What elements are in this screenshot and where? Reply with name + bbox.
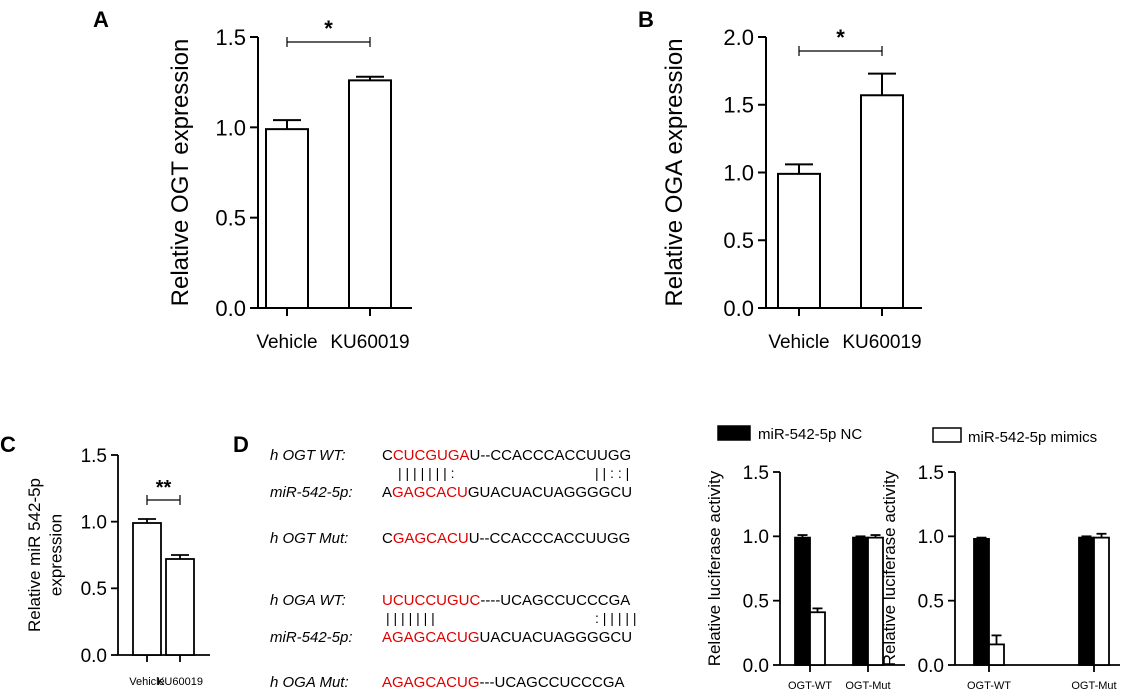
x-tick-label: OGT-Mut xyxy=(1071,680,1116,690)
significance-marker: * xyxy=(324,16,333,41)
seq-oga-mut-rest: ---UCAGCCUCCCGA xyxy=(480,674,625,690)
seq-label-mir-2: miR-542-5p: xyxy=(270,629,353,646)
y-axis-label: Relative luciferase activity xyxy=(880,470,899,666)
y-tick-label: 0.5 xyxy=(723,228,754,253)
y-tick-label: 1.5 xyxy=(743,463,769,484)
y-tick-label: 1.5 xyxy=(81,446,107,467)
seq-oga-wt-rest: ----UCAGCCUCCCGA xyxy=(480,592,630,609)
bar xyxy=(973,538,990,666)
seq-ogt-wt: CCUCGUGAU--CCACCCACCUUGG xyxy=(382,447,631,464)
seq-label-oga-mut: h OGA Mut: xyxy=(270,674,349,690)
seq-mir-1-pre: A xyxy=(382,484,392,501)
legend-label-nc: miR-542-5p NC xyxy=(758,426,862,443)
seq-ogt-mut-pre: C xyxy=(382,530,393,547)
y-tick-label: 0.5 xyxy=(81,579,107,600)
x-tick-label: Vehicle xyxy=(129,676,164,688)
x-tick-label: KU60019 xyxy=(157,676,203,688)
y-tick-label: 1.5 xyxy=(723,93,754,118)
bar xyxy=(852,536,869,666)
bar xyxy=(988,643,1005,666)
significance-marker: ** xyxy=(156,477,172,499)
seq-label-oga-wt: h OGA WT: xyxy=(270,592,346,609)
seq-oga-pairs-1: | | | | | | | xyxy=(386,610,435,626)
seq-mir-1: AGAGCACUGUACUACUAGGGGCU xyxy=(382,484,632,501)
seq-ogt-mut-seed: GAGCACU xyxy=(393,530,469,547)
x-tick-label: Vehicle xyxy=(256,332,317,353)
bar xyxy=(265,128,309,309)
seq-label-ogt-wt: h OGT WT: xyxy=(270,447,346,464)
x-tick-label: OGT-WT xyxy=(788,680,832,690)
bar xyxy=(777,172,821,309)
panel-letter-b: B xyxy=(638,7,654,32)
y-tick-label: 1.5 xyxy=(215,25,246,50)
significance-marker: * xyxy=(836,25,845,50)
chart-d2: 0.0 0.5 1.0 1.5 Relative luciferase activity… xyxy=(880,463,1120,690)
chart-d1: 0.0 0.5 1.0 1.5 Relative luciferase activity… xyxy=(705,463,905,690)
seq-mir-2-rest: UACUACUAGGGGCU xyxy=(480,629,633,646)
y-axis-label: Relative miR 542-5p xyxy=(25,478,44,632)
seq-oga-wt-seed: UCUCCUGUC xyxy=(382,592,480,609)
x-tick-label: OGT-Mut xyxy=(845,680,890,690)
bar xyxy=(348,79,392,309)
y-tick-label: 0.5 xyxy=(215,206,246,231)
seq-mir-1-rest: GUACUACUAGGGGCU xyxy=(468,484,632,501)
x-tick-label: KU60019 xyxy=(842,332,921,353)
y-axis-label: Relative luciferase activity xyxy=(705,470,724,666)
y-axis-label: Relative OGT expression xyxy=(167,39,194,307)
seq-label-ogt-mut: h OGT Mut: xyxy=(270,530,348,547)
bar xyxy=(1078,536,1095,666)
y-tick-label: 0.0 xyxy=(723,296,754,321)
y-axis-label: Relative OGA expression xyxy=(661,38,688,306)
seq-oga-mut-seed: AGAGCACUG xyxy=(382,674,480,690)
seq-oga-wt: UCUCCUGUC----UCAGCCUCCCGA xyxy=(382,592,630,609)
seq-mir-2-seed: AGAGCACUG xyxy=(382,629,480,646)
seq-ogt-pairs-1: | | | | | | | : xyxy=(398,465,455,481)
y-tick-label: 0.5 xyxy=(918,592,944,613)
chart-a: 0.0 0.5 1.0 1.5 Relative OGT expression Vehic… xyxy=(167,16,412,353)
x-tick-label: OGT-WT xyxy=(967,680,1011,690)
y-tick-label: 0.5 xyxy=(743,592,769,613)
bar xyxy=(132,522,162,656)
seq-ogt-wt-seed: CUCGUGA xyxy=(393,447,470,464)
bar xyxy=(809,611,826,666)
legend-swatch-mimics xyxy=(932,427,962,443)
y-tick-label: 1.0 xyxy=(723,160,754,185)
x-tick-label: KU60019 xyxy=(330,332,409,353)
bar xyxy=(794,536,811,666)
seq-ogt-pairs-2: | | : : | xyxy=(595,465,629,481)
y-axis-label: expression xyxy=(46,514,65,596)
x-tick-label: Vehicle xyxy=(768,332,829,353)
y-tick-label: 1.0 xyxy=(918,527,944,548)
seq-ogt-wt-rest: U--CCACCCACCUUGG xyxy=(470,447,632,464)
seq-ogt-mut: CGAGCACUU--CCACCCACCUUGG xyxy=(382,530,630,547)
y-tick-label: 1.0 xyxy=(81,513,107,534)
seq-mir-1-seed: GAGCACU xyxy=(392,484,468,501)
bar xyxy=(165,558,195,656)
seq-oga-pairs-2: : | | | | | xyxy=(595,610,637,626)
seq-oga-mut: AGAGCACUG---UCAGCCUCCCGA xyxy=(382,674,625,690)
chart-c: 0.0 0.5 1.0 1.5 Relative miR 542-5p expressio… xyxy=(25,446,210,688)
seq-label-mir-1: miR-542-5p: xyxy=(270,484,353,501)
y-tick-label: 2.0 xyxy=(723,25,754,50)
panel-letter-c: C xyxy=(0,432,16,457)
chart-b: 0.0 0.5 1.0 1.5 2.0 Relative OGA expression Ve… xyxy=(661,25,922,353)
y-tick-label: 0.0 xyxy=(918,656,944,677)
sequence-alignment: h OGT WT: CCUCGUGAU--CCACCCACCUUGG | | |… xyxy=(270,447,637,690)
bar xyxy=(1093,536,1110,666)
panel-letter-d: D xyxy=(233,432,249,457)
y-tick-label: 0.0 xyxy=(743,656,769,677)
legend-swatch-nc xyxy=(717,425,751,441)
y-tick-label: 1.0 xyxy=(743,527,769,548)
bar xyxy=(860,94,904,309)
panel-letter-a: A xyxy=(93,7,109,32)
y-tick-label: 1.5 xyxy=(918,463,944,484)
seq-ogt-wt-pre: C xyxy=(382,447,393,464)
y-tick-label: 1.0 xyxy=(215,115,246,140)
y-tick-label: 0.0 xyxy=(81,646,107,667)
seq-mir-2: AGAGCACUGUACUACUAGGGGCU xyxy=(382,629,632,646)
legend-label-mimics: miR-542-5p mimics xyxy=(968,429,1097,446)
seq-ogt-mut-rest: U--CCACCCACCUUGG xyxy=(469,530,631,547)
y-tick-label: 0.0 xyxy=(215,296,246,321)
